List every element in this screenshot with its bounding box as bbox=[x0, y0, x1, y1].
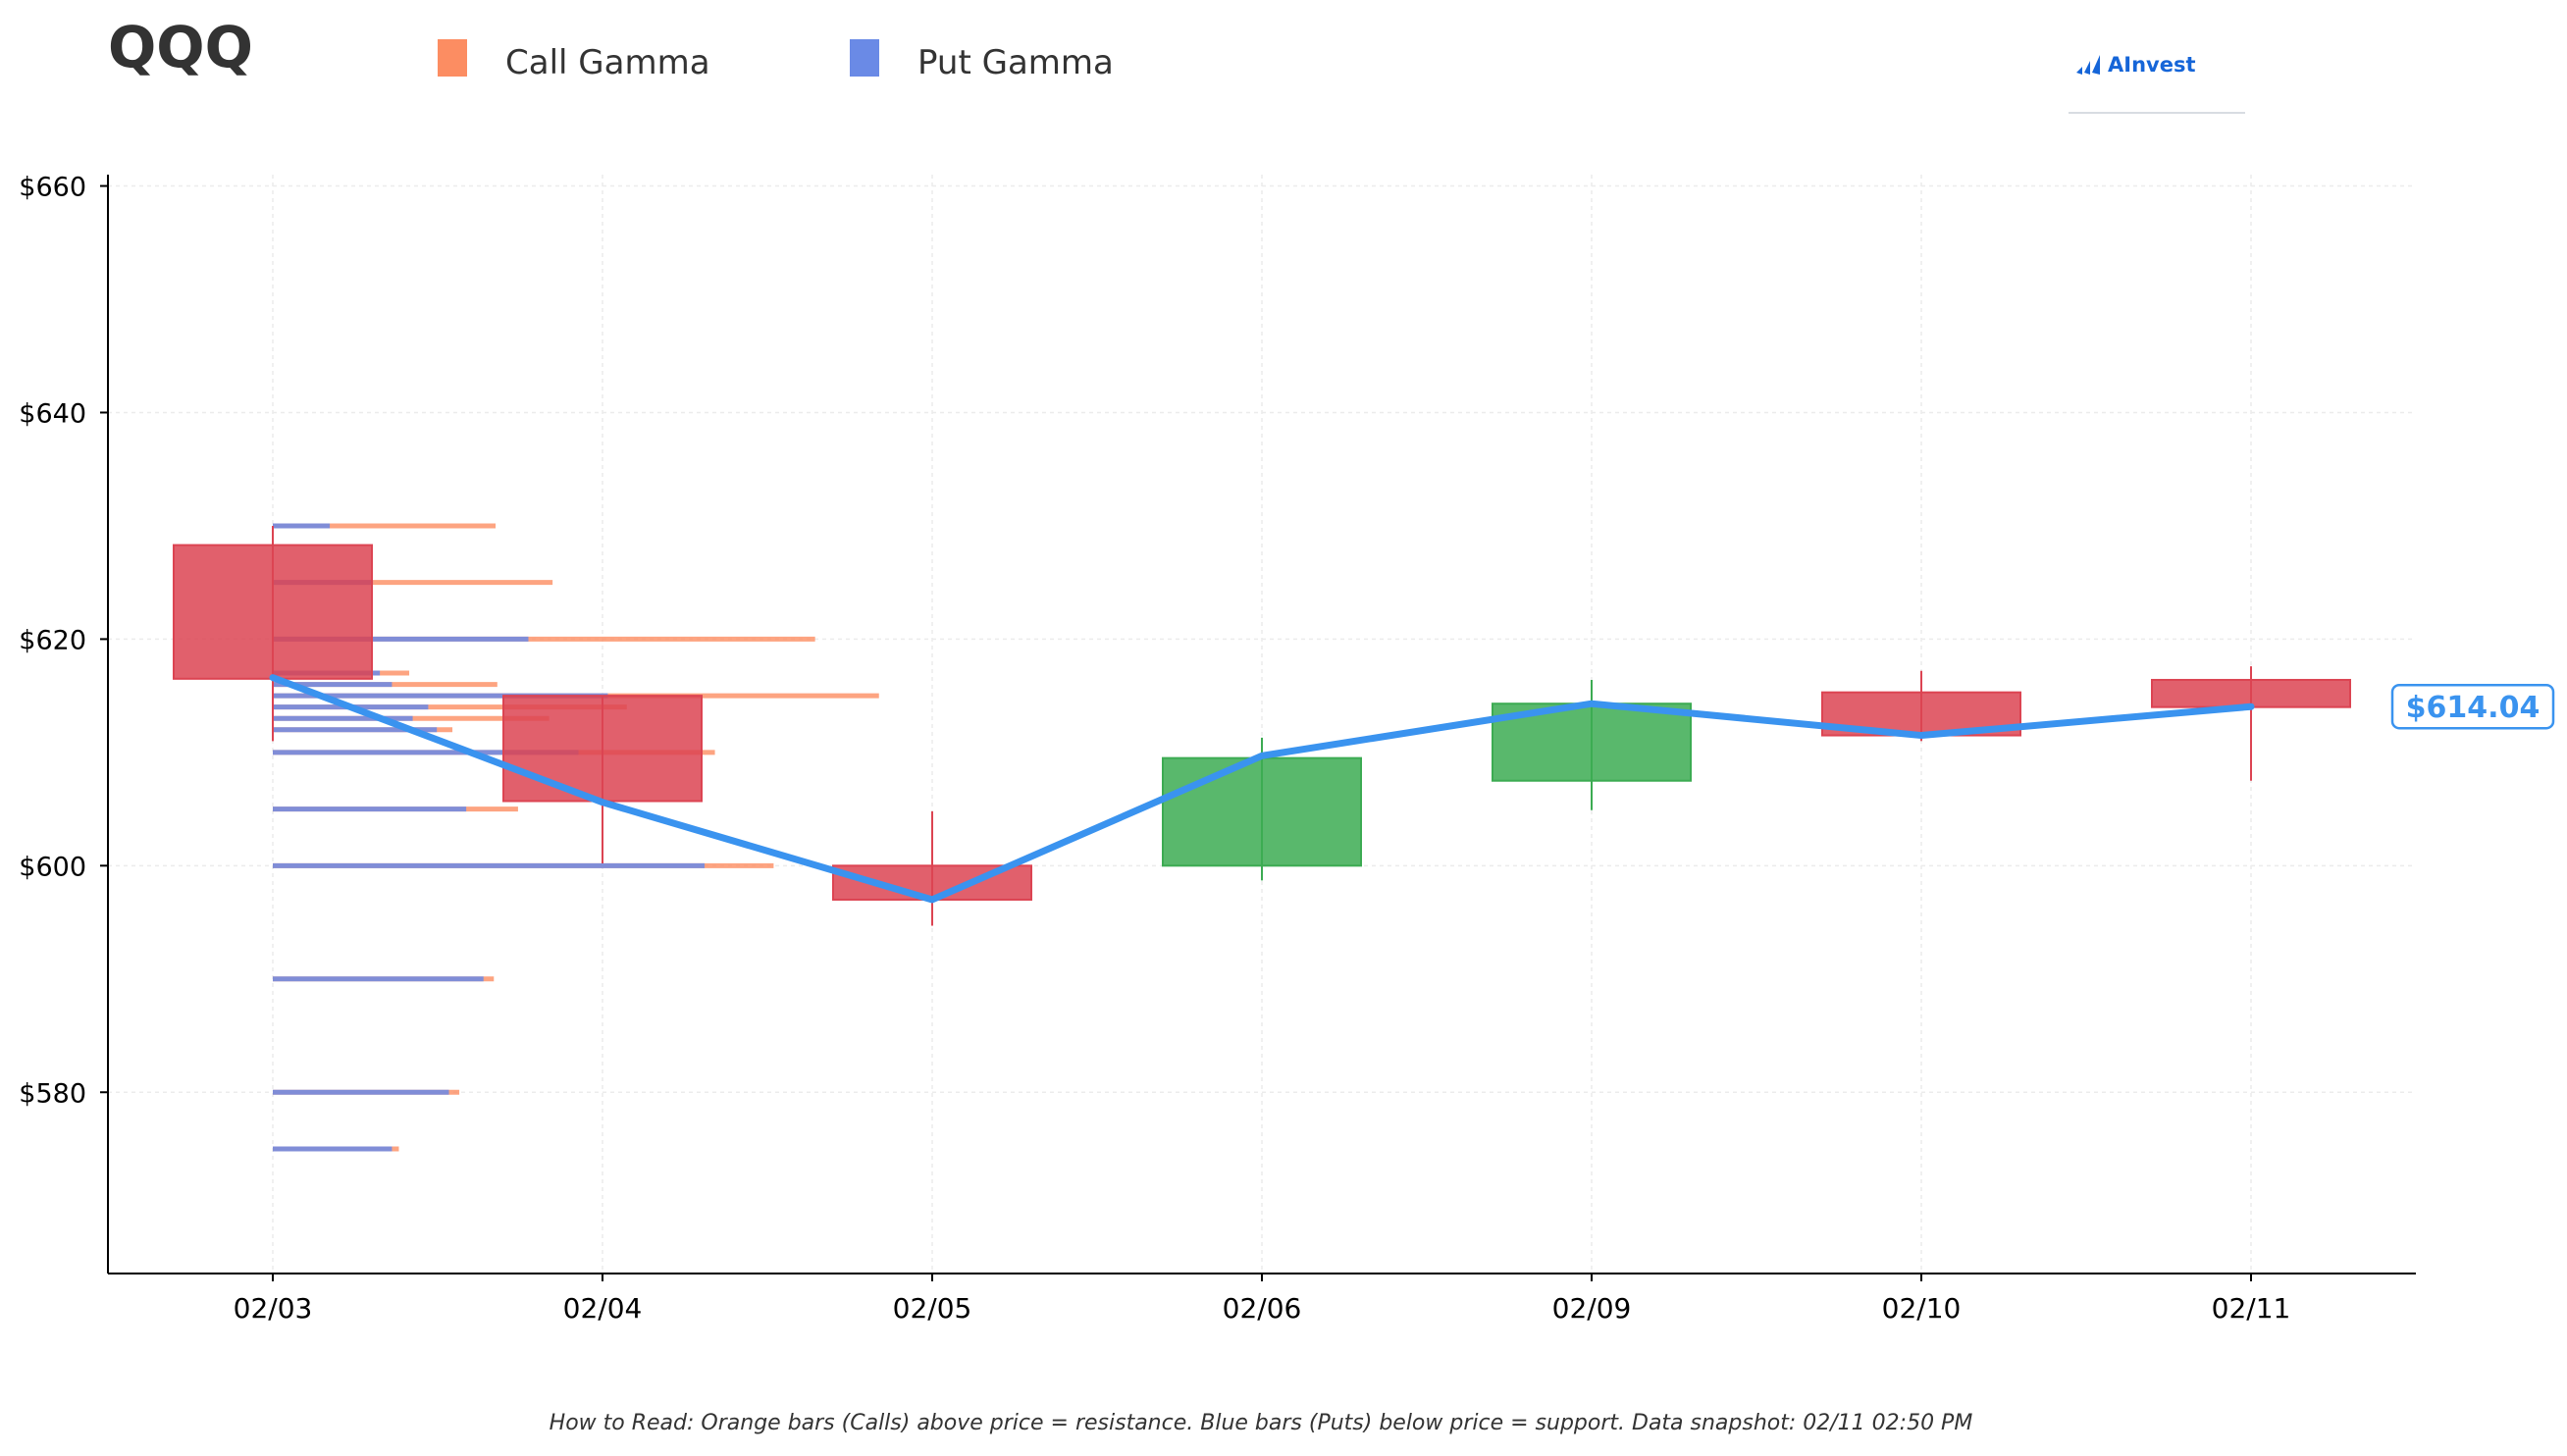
candle-body bbox=[502, 695, 703, 803]
call-gamma-swatch bbox=[438, 39, 467, 77]
candle-body bbox=[1162, 756, 1362, 867]
price-line-group: $614.04 bbox=[269, 674, 2555, 904]
y-tick-label: $580 bbox=[19, 1078, 86, 1109]
y-tick-label: $600 bbox=[19, 852, 86, 882]
logo-divider bbox=[2069, 112, 2245, 114]
last-price-label-box bbox=[2390, 683, 2555, 730]
put-gamma-legend-label: Put Gamma bbox=[917, 43, 1114, 82]
y-tick-label: $620 bbox=[19, 625, 86, 655]
y-tick-label: $640 bbox=[19, 398, 86, 429]
logo-chart-icon bbox=[2076, 55, 2100, 75]
candle-body bbox=[173, 544, 373, 680]
x-tick-label: 02/03 bbox=[234, 1292, 313, 1325]
how-to-read-footnote: How to Read: Orange bars (Calls) above p… bbox=[549, 1411, 1973, 1435]
price-line bbox=[269, 674, 2255, 904]
x-tick-label: 02/10 bbox=[1882, 1292, 1962, 1325]
call-gamma-legend-label: Call Gamma bbox=[505, 43, 710, 82]
x-tick-label: 02/11 bbox=[2212, 1292, 2291, 1325]
x-tick-label: 02/09 bbox=[1552, 1292, 1632, 1325]
put-gamma-swatch bbox=[850, 39, 879, 77]
candle-body bbox=[2151, 678, 2351, 708]
y-tick-label: $660 bbox=[19, 173, 86, 203]
last-price-label: $614.04 bbox=[2406, 691, 2541, 725]
x-tick-label: 02/05 bbox=[893, 1292, 972, 1325]
logo-text: AInvest bbox=[2108, 53, 2196, 77]
ainvest-logo: AInvest bbox=[2069, 35, 2245, 114]
gamma-candlestick-chart: $614.04 $580 $600 $620 $640 $660 02/03 02/04 02… bbox=[19, 173, 2555, 1325]
x-tick-label: 02/04 bbox=[563, 1292, 643, 1325]
ticker-title: QQQ bbox=[108, 14, 253, 80]
x-tick-label: 02/06 bbox=[1223, 1292, 1302, 1325]
axes: $580 $600 $620 $640 $660 02/03 02/04 02/05 02/06… bbox=[19, 173, 2416, 1325]
